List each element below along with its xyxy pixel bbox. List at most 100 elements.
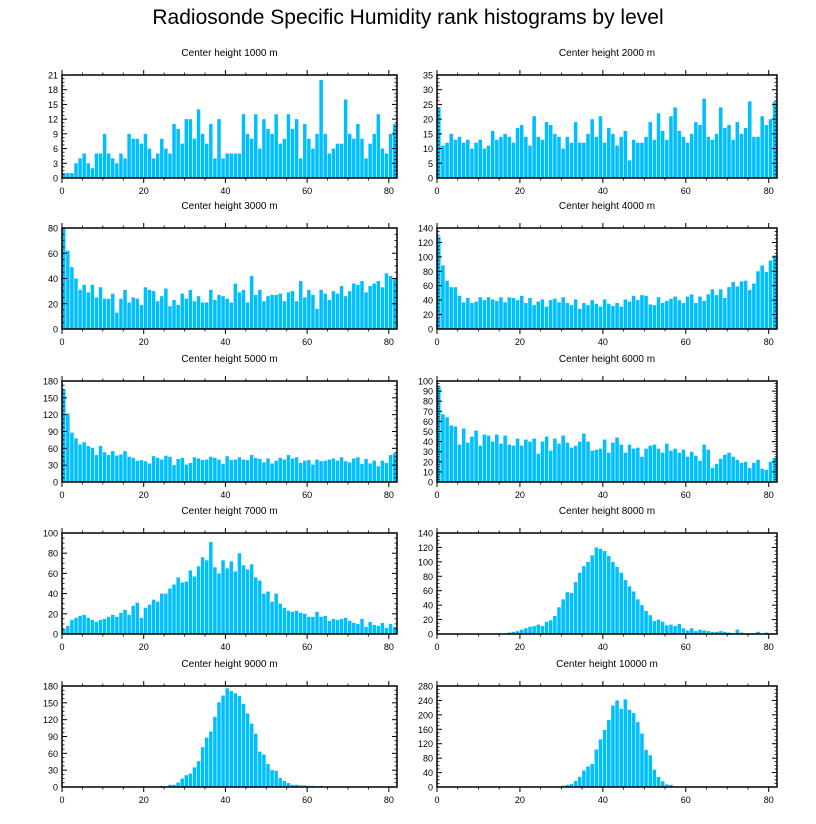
histogram-bar — [323, 615, 327, 634]
histogram-bar — [303, 785, 307, 787]
histogram-bar — [364, 458, 368, 482]
histogram-bar — [303, 297, 307, 329]
histogram-bar — [249, 138, 254, 178]
histogram-bar — [278, 778, 283, 787]
histogram-bar — [290, 291, 295, 329]
histogram-bar — [702, 444, 706, 482]
histogram-bar — [619, 444, 623, 482]
histogram-bar — [486, 435, 491, 482]
x-tick-label: 80 — [764, 795, 774, 805]
histogram-bar — [677, 452, 682, 482]
histogram-bar — [376, 466, 381, 482]
histogram-bar — [561, 435, 565, 482]
histogram-bar — [652, 139, 657, 178]
histogram-bar — [209, 542, 213, 634]
histogram-bar — [673, 107, 677, 178]
histogram-bar — [86, 292, 90, 329]
panel-title: Center height 10000 m — [556, 659, 658, 670]
histogram-bar — [598, 548, 603, 634]
histogram-bar — [188, 119, 193, 178]
histogram-bar — [266, 128, 270, 178]
y-tick-label: 0 — [53, 783, 58, 793]
histogram-bar — [449, 133, 453, 178]
histogram-bar — [611, 133, 615, 178]
histogram-panel: Center height 6000 m0 20 40 60 8001020304050… — [418, 354, 778, 500]
y-tick-label: 9 — [53, 129, 58, 139]
histogram-bar — [673, 448, 677, 482]
histogram-bar — [196, 296, 201, 329]
histogram-bar — [380, 148, 385, 178]
histogram-bar — [266, 763, 270, 787]
histogram-bar — [607, 303, 611, 329]
y-tick-label: 40 — [423, 768, 433, 778]
histogram-bar — [577, 776, 582, 787]
x-tick-label: 60 — [681, 337, 691, 347]
histogram-bar — [577, 572, 582, 634]
histogram-bar — [561, 297, 565, 329]
histogram-bar — [168, 784, 172, 787]
panel-title: Center height 8000 m — [559, 506, 655, 517]
histogram-bar — [307, 460, 311, 482]
histogram-bar — [315, 133, 319, 178]
histogram-bar — [611, 442, 615, 482]
x-tick-label: 40 — [220, 490, 230, 500]
histogram-bar — [586, 133, 590, 178]
histogram-bar — [532, 305, 536, 329]
histogram-bar — [188, 773, 193, 787]
histogram-bar — [747, 467, 752, 482]
histogram-bar — [213, 299, 217, 329]
histogram-bar — [457, 295, 462, 329]
histogram-bar — [204, 302, 209, 329]
histogram-bar — [598, 116, 603, 178]
histogram-bar — [147, 463, 152, 482]
histogram-bar — [490, 130, 495, 178]
histogram-bar — [258, 458, 262, 482]
histogram-bar — [640, 733, 644, 787]
histogram-bar — [209, 731, 213, 787]
histogram-bar — [756, 136, 760, 178]
histogram-bar — [233, 693, 238, 787]
histogram-bar — [266, 458, 270, 482]
histogram-bar — [710, 631, 715, 634]
histogram-bar — [569, 783, 574, 787]
histogram-bar — [681, 136, 686, 178]
x-tick-label: 20 — [515, 337, 525, 347]
histogram-bar — [119, 153, 123, 178]
histogram-bar — [698, 460, 702, 482]
histogram-bar — [204, 459, 209, 482]
histogram-bar — [356, 623, 360, 634]
histogram-bar — [90, 168, 95, 178]
panel-title: Center height 1000 m — [181, 48, 277, 59]
histogram-bar — [245, 460, 250, 482]
histogram-bar — [241, 459, 246, 482]
histogram-bar — [768, 461, 773, 482]
y-tick-label: 40 — [423, 437, 433, 447]
panel-title: Center height 9000 m — [181, 659, 277, 670]
histogram-bar — [631, 448, 636, 482]
histogram-bar — [196, 566, 201, 634]
histogram-bar — [528, 626, 532, 634]
histogram-bar — [752, 283, 756, 329]
histogram-bar — [698, 629, 702, 634]
histogram-bar — [577, 441, 582, 482]
x-tick-label: 80 — [384, 186, 394, 196]
histogram-bar — [611, 305, 615, 329]
histogram-bar — [702, 98, 706, 178]
histogram-bar — [553, 615, 557, 634]
histogram-bar — [582, 303, 586, 329]
histogram-bar — [636, 300, 640, 329]
histogram-bar — [307, 138, 311, 178]
histogram-bar — [644, 295, 648, 329]
histogram-bar — [184, 119, 189, 178]
histogram-bar — [636, 447, 640, 482]
histogram-bar — [266, 591, 270, 634]
histogram-bar — [176, 305, 180, 329]
histogram-bar — [180, 582, 184, 634]
histogram-bar — [347, 133, 352, 178]
histogram-bar — [772, 457, 777, 482]
histogram-bar — [278, 603, 283, 634]
histogram-bar — [115, 312, 119, 329]
histogram-bar — [155, 601, 160, 634]
histogram-bar — [376, 625, 381, 634]
histogram-bar — [441, 414, 445, 482]
